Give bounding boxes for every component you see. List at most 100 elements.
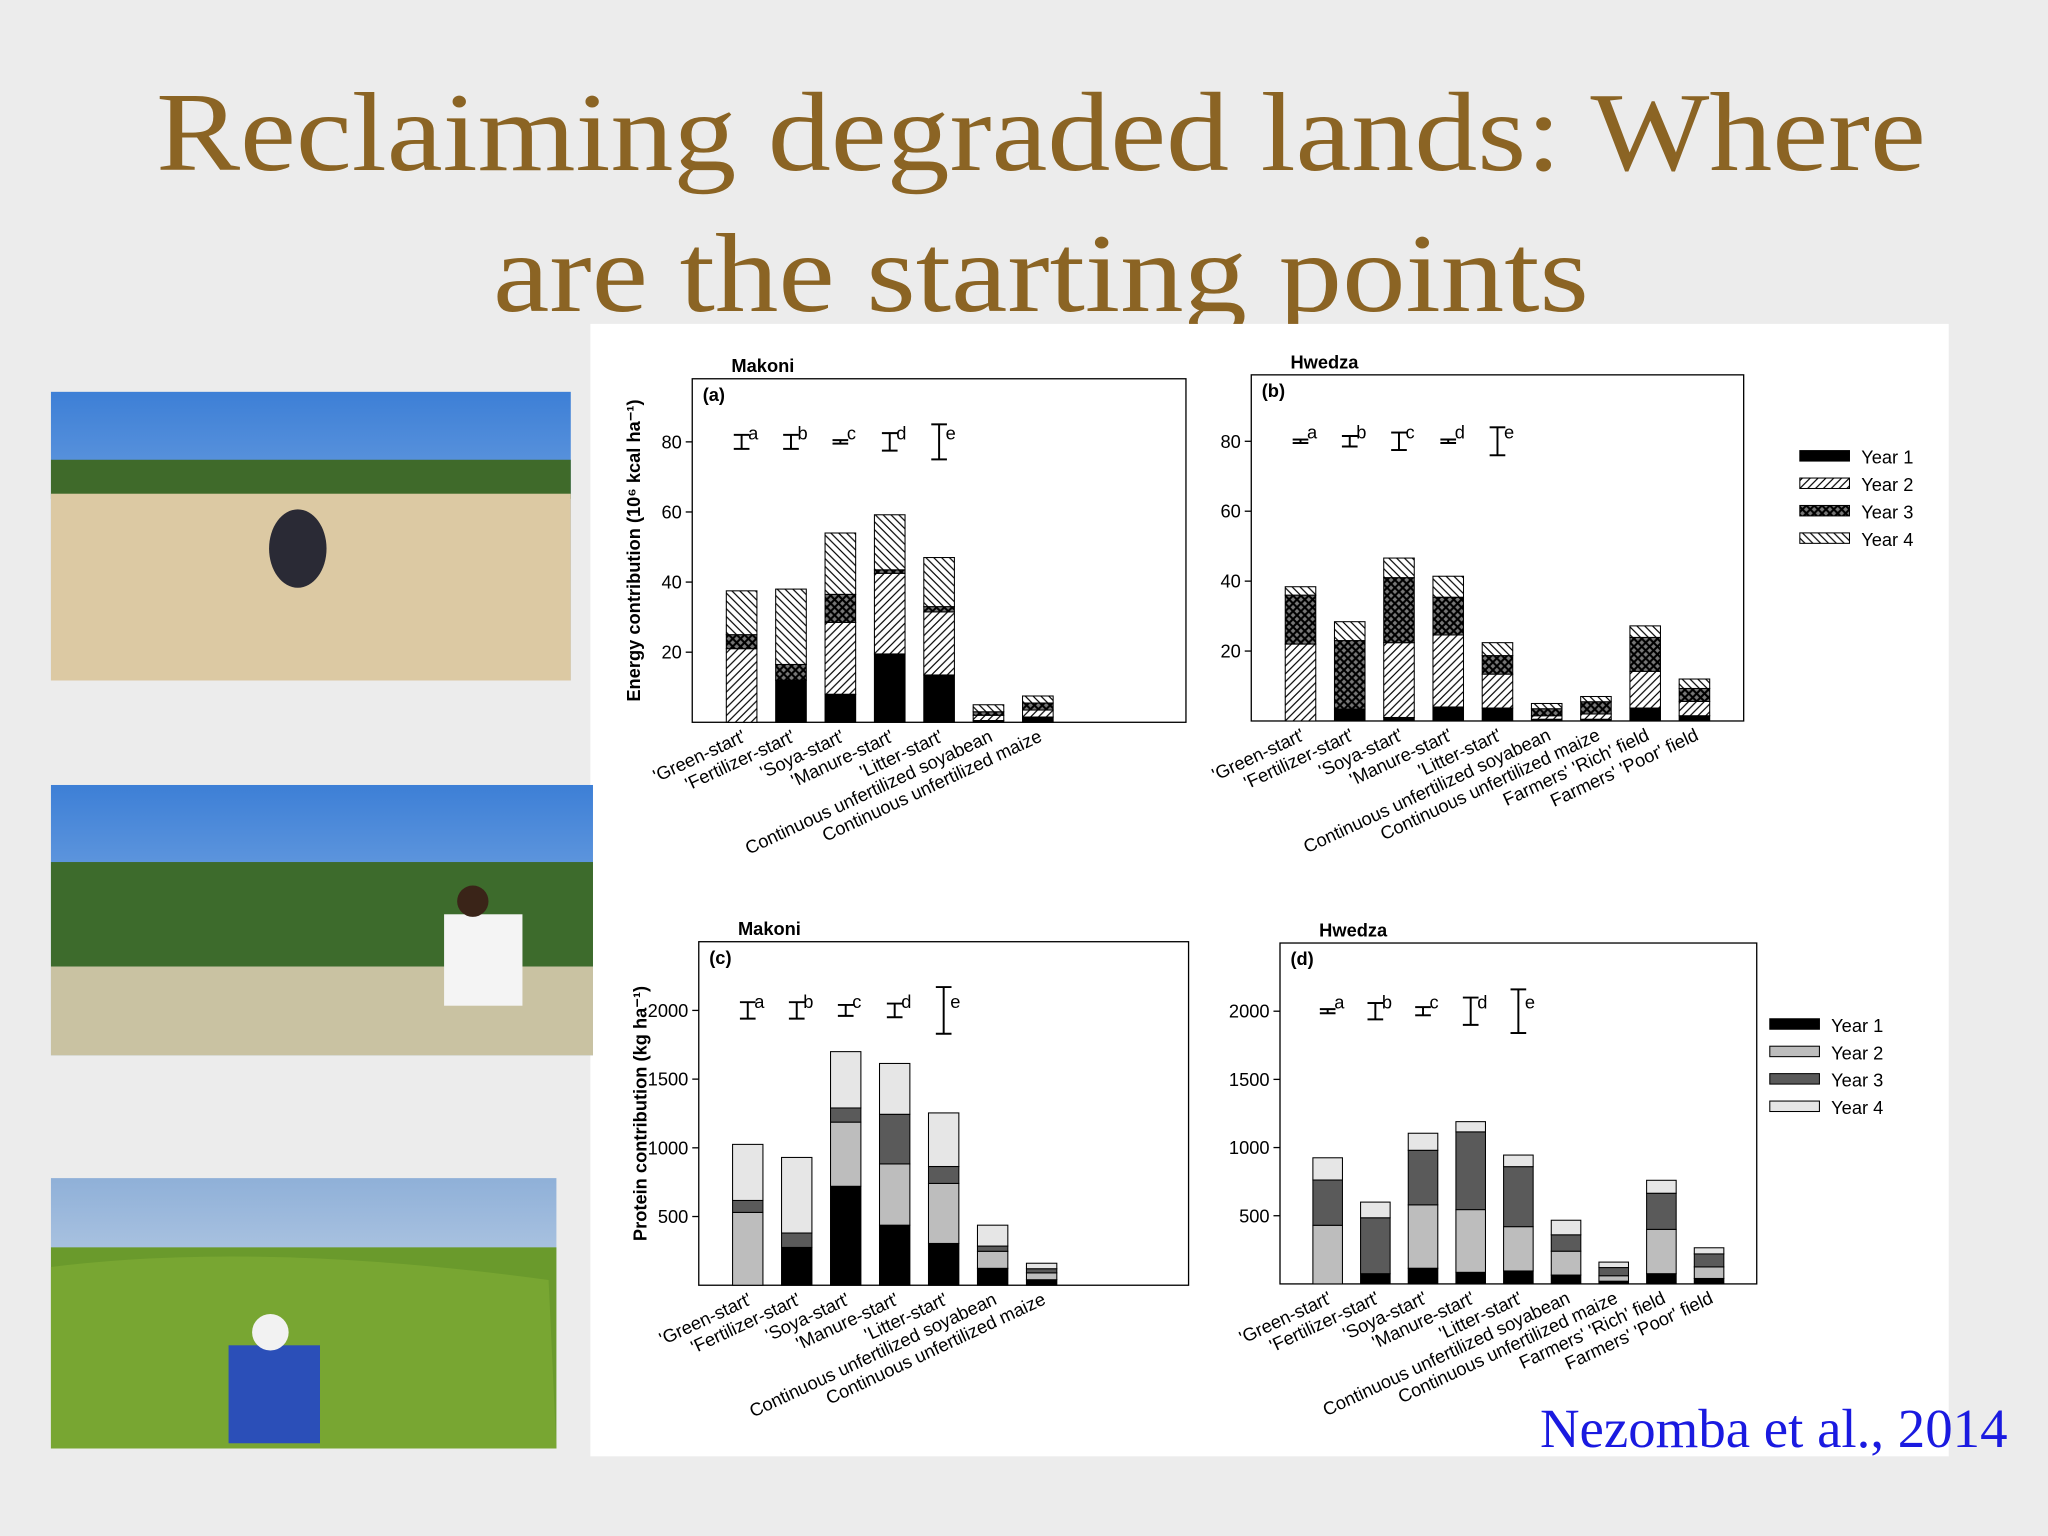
- lsd-bar: [1510, 988, 1527, 1034]
- bar-segment: [1503, 1166, 1534, 1228]
- bar-segment: [1580, 695, 1612, 703]
- legend-swatch: [1799, 450, 1850, 462]
- y-tick-label: 500: [1239, 1205, 1269, 1226]
- bar-segment: [1360, 1201, 1391, 1219]
- bar-segment: [1693, 1253, 1725, 1268]
- bar-segment: [1312, 1224, 1343, 1285]
- bar-segment: [878, 1113, 911, 1165]
- photo: [50, 1178, 557, 1449]
- bar-segment: [732, 1211, 764, 1286]
- bar-segment: [1550, 1219, 1582, 1236]
- bar-segment: [1580, 713, 1612, 720]
- y-tick-label: 2000: [1229, 1001, 1270, 1022]
- bar-segment: [1312, 1179, 1343, 1226]
- y-tick-label: 60: [661, 502, 681, 523]
- lsd-letter: c: [1406, 422, 1415, 443]
- bar-segment: [878, 1062, 911, 1115]
- bar-segment: [873, 514, 906, 571]
- bar-segment: [927, 1182, 960, 1244]
- bar-segment: [1646, 1228, 1677, 1275]
- lsd-letter: d: [896, 422, 906, 443]
- bar-segment: [1693, 1277, 1725, 1285]
- lsd-letter: e: [1525, 992, 1535, 1013]
- bar-segment: [1022, 709, 1054, 718]
- y-tick-label: 1500: [1229, 1069, 1270, 1090]
- bar-segment: [1284, 594, 1317, 645]
- bar-segment: [976, 1250, 1009, 1269]
- lsd-bar: [788, 1001, 805, 1020]
- bar-segment: [1678, 715, 1711, 722]
- figure-panel: [590, 323, 1949, 1457]
- y-tick-label: 1500: [648, 1069, 689, 1090]
- bar-segment: [1025, 1279, 1058, 1286]
- bar-segment: [1481, 673, 1514, 709]
- bar-segment: [1629, 625, 1661, 638]
- bar-segment: [1503, 1270, 1534, 1285]
- bar-segment: [923, 606, 955, 613]
- panel-label: (b): [1262, 380, 1285, 401]
- legend-swatch: [1799, 504, 1850, 517]
- bar-segment: [923, 557, 955, 608]
- lsd-letter: d: [901, 991, 911, 1012]
- lsd-bar: [1292, 438, 1309, 445]
- bar-segment: [1333, 621, 1366, 642]
- bar-segment: [1022, 695, 1054, 704]
- lsd-letter: b: [1382, 992, 1392, 1013]
- lsd-bar: [832, 439, 849, 445]
- bar-segment: [1455, 1131, 1486, 1211]
- lsd-bar: [1440, 438, 1457, 445]
- bar-segment: [972, 704, 1005, 713]
- lsd-bar: [935, 986, 952, 1035]
- bar-segment: [873, 572, 906, 655]
- bar-segment: [1407, 1267, 1439, 1285]
- bar-segment: [1693, 1266, 1725, 1279]
- lsd-letter: d: [1455, 422, 1465, 443]
- bar-segment: [1481, 655, 1514, 675]
- bar-segment: [1432, 596, 1465, 636]
- bar-segment: [830, 1051, 862, 1109]
- lsd-letter: a: [1307, 422, 1318, 443]
- bar-segment: [725, 590, 758, 636]
- bar-segment: [1598, 1275, 1630, 1282]
- lsd-letter: e: [946, 422, 956, 443]
- y-tick-label: 500: [658, 1206, 688, 1227]
- bar-segment: [1646, 1192, 1677, 1230]
- bar-segment: [1693, 1247, 1725, 1255]
- panel-label: (d): [1290, 948, 1313, 969]
- y-axis-label: Energy contribution (10⁶ kcal ha⁻¹): [623, 399, 644, 701]
- y-tick-label: 80: [1220, 431, 1240, 452]
- bar-segment: [976, 1267, 1009, 1286]
- y-axis-label: Protein contribution (kg ha⁻¹): [630, 986, 651, 1241]
- bar-segment: [781, 1232, 813, 1248]
- lsd-bar: [1341, 435, 1358, 448]
- bar-segment: [1503, 1154, 1534, 1168]
- chart-title: Hwedza: [1290, 351, 1359, 372]
- bar-segment: [1530, 715, 1563, 720]
- bar-segment: [1432, 634, 1465, 708]
- panel-label: (a): [703, 384, 725, 405]
- bar-segment: [1598, 1267, 1630, 1277]
- bar-segment: [775, 663, 807, 681]
- bar-segment: [972, 711, 1005, 716]
- bar-segment: [1025, 1268, 1058, 1274]
- y-tick-label: 40: [661, 572, 681, 593]
- bar-segment: [1481, 707, 1514, 722]
- bar-segment: [878, 1163, 911, 1226]
- lsd-bar: [1415, 1006, 1431, 1017]
- bar-segment: [923, 611, 955, 676]
- bar-segment: [927, 1112, 960, 1168]
- bar-segment: [824, 693, 857, 723]
- legend-label: Year 2: [1861, 474, 1913, 495]
- legend-swatch: [1769, 1045, 1820, 1058]
- bar-segment: [1407, 1204, 1439, 1269]
- y-tick-label: 80: [661, 431, 681, 452]
- y-tick-label: 1000: [648, 1137, 689, 1158]
- bar-segment: [1360, 1217, 1391, 1275]
- bar-segment: [1646, 1179, 1677, 1194]
- lsd-letter: a: [1334, 992, 1345, 1013]
- bar-segment: [1530, 702, 1563, 710]
- legend-label: Year 2: [1831, 1042, 1883, 1063]
- bar-segment: [1550, 1234, 1582, 1252]
